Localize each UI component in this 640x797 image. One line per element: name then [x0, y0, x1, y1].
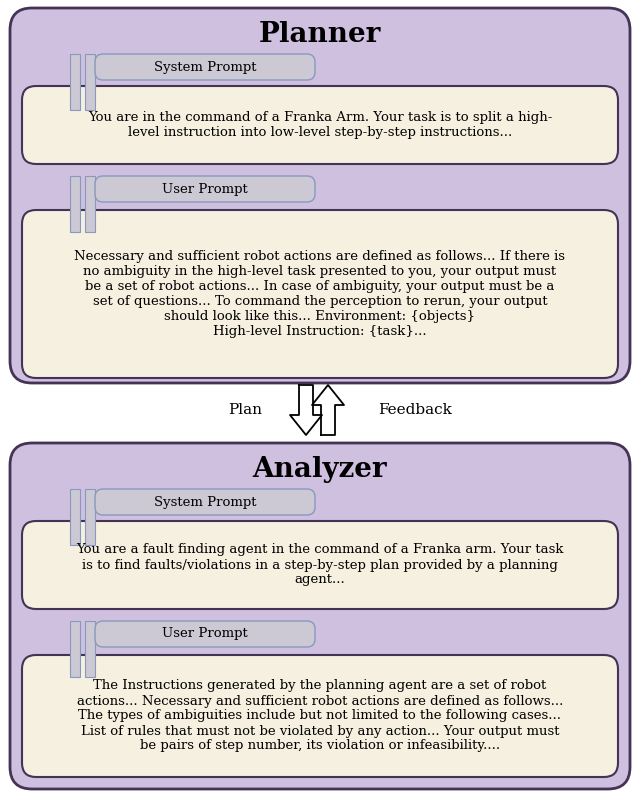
Text: The Instructions generated by the planning agent are a set of robot
actions... N: The Instructions generated by the planni… [77, 680, 563, 752]
FancyBboxPatch shape [95, 54, 315, 80]
Bar [70, 176, 80, 232]
Text: Analyzer: Analyzer [253, 456, 387, 482]
FancyBboxPatch shape [22, 86, 618, 164]
Bar [85, 621, 95, 677]
Text: Feedback: Feedback [378, 403, 452, 417]
Polygon shape [290, 385, 322, 435]
Bar [70, 54, 80, 110]
Text: You are in the command of a Franka Arm. Your task is to split a high-
level inst: You are in the command of a Franka Arm. … [88, 111, 552, 139]
Polygon shape [312, 385, 344, 435]
Bar [85, 489, 95, 545]
FancyBboxPatch shape [22, 655, 618, 777]
FancyBboxPatch shape [95, 621, 315, 647]
Text: System Prompt: System Prompt [154, 61, 256, 73]
FancyBboxPatch shape [22, 210, 618, 378]
Text: Plan: Plan [228, 403, 262, 417]
Bar [70, 489, 80, 545]
Text: User Prompt: User Prompt [162, 627, 248, 641]
Text: Planner: Planner [259, 21, 381, 48]
Text: System Prompt: System Prompt [154, 496, 256, 508]
Text: You are a fault finding agent in the command of a Franka arm. Your task
is to fi: You are a fault finding agent in the com… [76, 544, 564, 587]
FancyBboxPatch shape [22, 521, 618, 609]
FancyBboxPatch shape [10, 443, 630, 789]
Text: User Prompt: User Prompt [162, 183, 248, 195]
FancyBboxPatch shape [95, 489, 315, 515]
FancyBboxPatch shape [10, 8, 630, 383]
Bar [85, 176, 95, 232]
Bar [85, 54, 95, 110]
Text: Necessary and sufficient robot actions are defined as follows... If there is
no : Necessary and sufficient robot actions a… [74, 250, 566, 338]
FancyBboxPatch shape [95, 176, 315, 202]
Bar [70, 621, 80, 677]
